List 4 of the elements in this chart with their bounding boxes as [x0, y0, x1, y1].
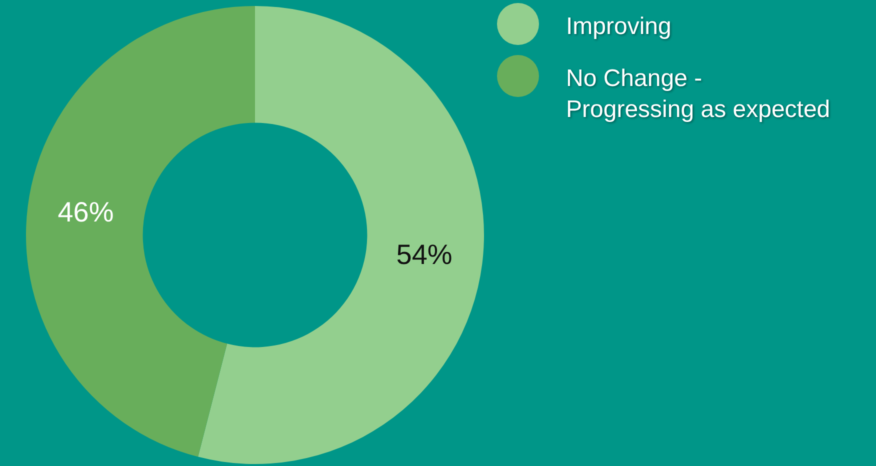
legend-label: Improving	[566, 12, 672, 42]
data-label: 46%	[58, 196, 114, 228]
legend-label: No Change - Progressing as expected	[566, 64, 832, 125]
data-label: 54%	[396, 239, 452, 270]
